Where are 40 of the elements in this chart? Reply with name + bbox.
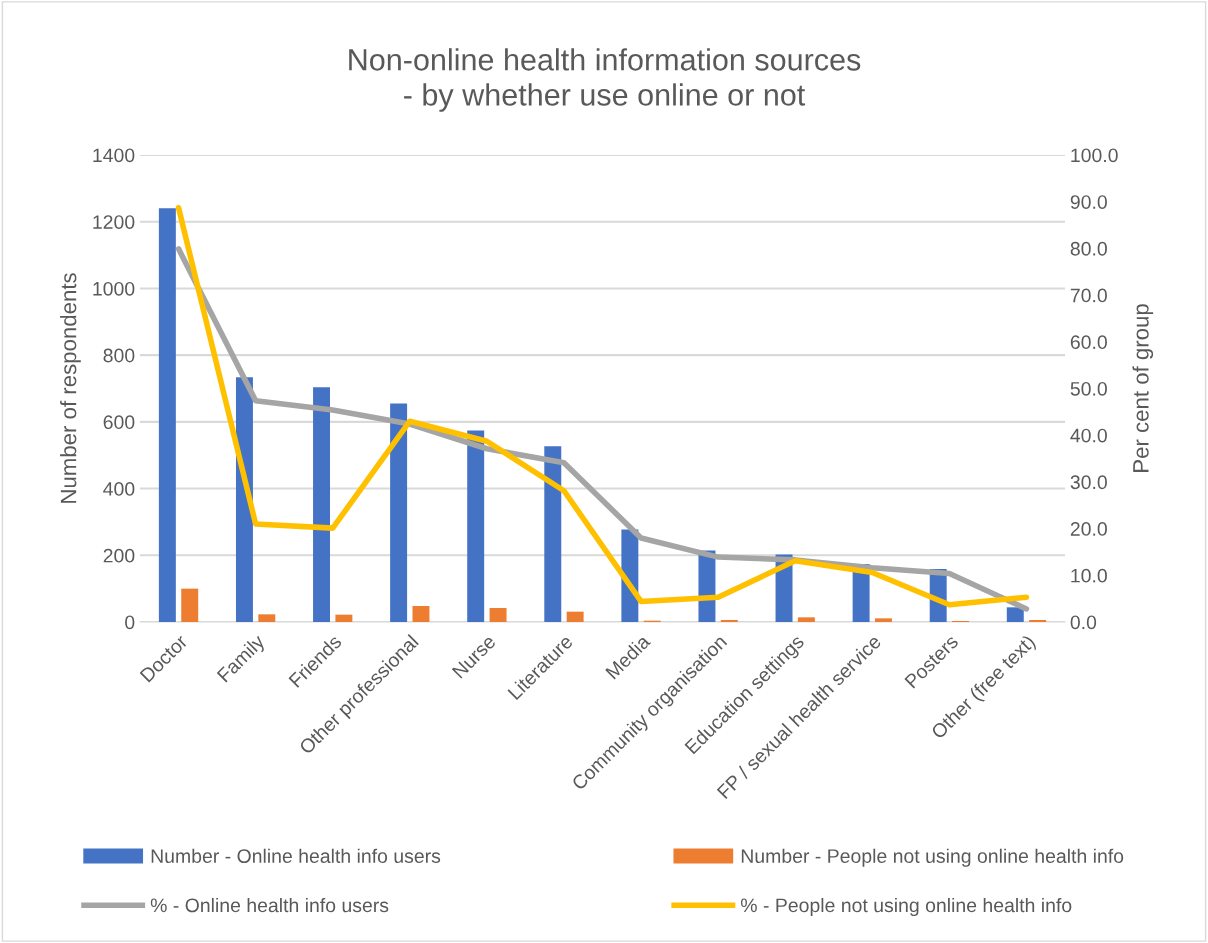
y2-axis-title: Per cent of group: [1132, 304, 1154, 472]
y2-tick-label: 60.0: [1070, 335, 1107, 350]
y-tick-label: 1000: [93, 281, 135, 296]
bar: [158, 208, 176, 622]
y-axis-title: Number of respondents: [60, 273, 81, 503]
y-tick-label: 0: [125, 615, 135, 630]
bar: [797, 617, 815, 622]
y-tick-label: 400: [103, 482, 135, 496]
y2-tick-label: 100.0: [1071, 148, 1118, 163]
bar: [566, 611, 584, 622]
bar: [313, 387, 331, 622]
bar: [258, 614, 276, 622]
bar: [544, 446, 562, 622]
bar: [1006, 607, 1024, 622]
bar: [335, 614, 353, 622]
y-tick-label: 800: [103, 348, 135, 363]
legend-label: % - Online health info users: [150, 897, 389, 913]
bar: [181, 588, 199, 622]
y2-tick-label: 10.0: [1071, 568, 1107, 583]
y2-tick-label: 30.0: [1070, 475, 1107, 490]
y2-tick-label: 20.0: [1070, 522, 1107, 536]
legend-label: Number - Online health info users: [151, 848, 441, 863]
y-tick-label: 600: [103, 415, 135, 430]
bar: [390, 403, 408, 622]
legend-label: % - People not using online health info: [740, 897, 1072, 917]
y2-tick-label: 70.0: [1070, 288, 1107, 303]
legend-label: Number - People not using online health info: [741, 848, 1124, 867]
y-tick-label: 1400: [93, 148, 135, 163]
y-tick-label: 1200: [93, 215, 135, 229]
y2-tick-label: 90.0: [1070, 195, 1107, 209]
y2-tick-label: 0.0: [1070, 615, 1097, 630]
y2-tick-label: 40.0: [1070, 428, 1107, 443]
bar: [412, 605, 430, 622]
y-tick-label: 200: [103, 548, 135, 563]
chart-title: Non-online health information sources - by whether use online or not: [349, 48, 861, 112]
y2-tick-label: 80.0: [1070, 241, 1107, 256]
y2-tick-label: 50.0: [1070, 381, 1107, 396]
bar: [467, 430, 485, 622]
bar: [489, 607, 507, 622]
bar: [874, 618, 892, 622]
